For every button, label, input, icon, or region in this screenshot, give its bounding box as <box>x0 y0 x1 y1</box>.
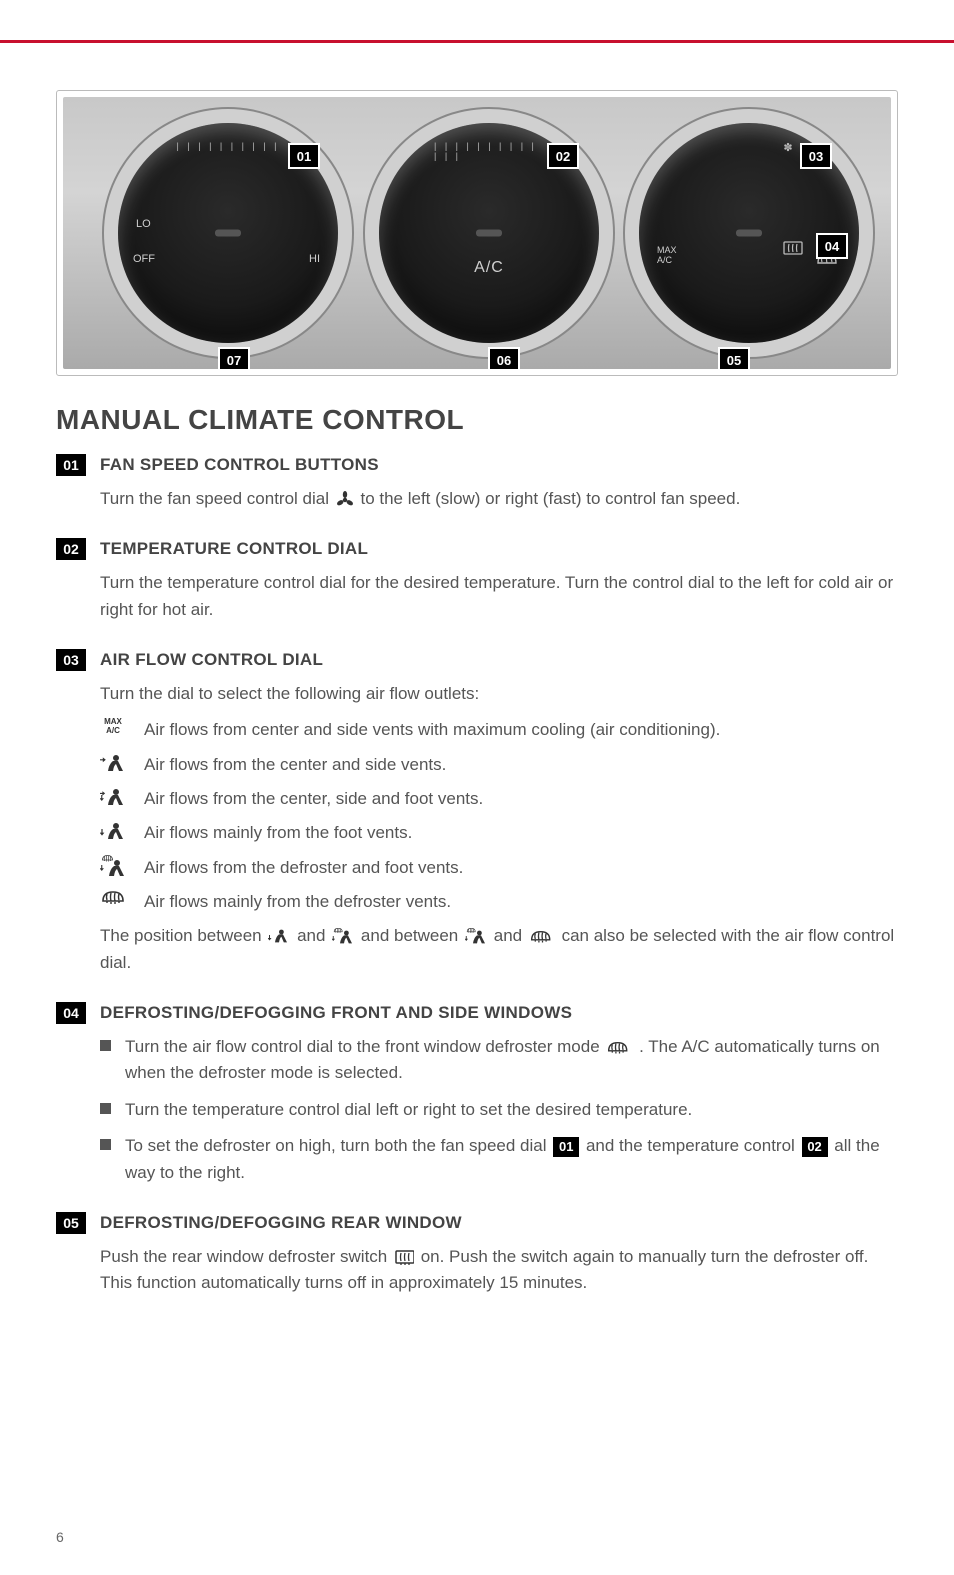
dial3-max: MAX A/C <box>657 245 677 265</box>
defrost-vent-icon <box>606 1040 632 1056</box>
section-02-title: TEMPERATURE CONTROL DIAL <box>100 539 368 559</box>
photo-callout-07: 07 <box>218 347 250 369</box>
face-vent-icon <box>100 752 126 772</box>
defrost-vent-icon <box>100 889 126 907</box>
hero-photo-frame: | | | | | | | | | | LO OFF HI | | | | | … <box>56 90 898 376</box>
section-04-title: DEFROSTING/DEFOGGING FRONT AND SIDE WIND… <box>100 1003 572 1023</box>
section-04-bullet-1: Turn the air flow control dial to the fr… <box>100 1034 898 1087</box>
section-05-num: 05 <box>56 1212 86 1234</box>
section-05: 05 DEFROSTING/DEFOGGING REAR WINDOW Push… <box>56 1212 898 1297</box>
photo-callout-01: 01 <box>288 143 320 169</box>
section-03-intro: Turn the dial to select the following ai… <box>100 681 898 707</box>
outlet-footdef: Air flows from the defroster and foot ve… <box>100 855 898 881</box>
fan-icon <box>336 491 354 509</box>
bullet-icon <box>100 1139 111 1150</box>
photo-callout-04: 04 <box>816 233 848 259</box>
inline-ref-02: 02 <box>802 1137 828 1157</box>
section-01-text: Turn the fan speed control dial to the l… <box>100 486 898 512</box>
bullet-icon <box>100 1040 111 1051</box>
rear-defrost-icon <box>394 1249 414 1265</box>
section-02-text: Turn the temperature control dial for th… <box>100 570 898 623</box>
outlet-def: Air flows mainly from the defroster vent… <box>100 889 898 915</box>
defrost-vent-icon <box>529 929 555 945</box>
section-01-num: 01 <box>56 454 86 476</box>
section-04-num: 04 <box>56 1002 86 1024</box>
photo-callout-05: 05 <box>718 347 750 369</box>
section-04: 04 DEFROSTING/DEFOGGING FRONT AND SIDE W… <box>56 1002 898 1186</box>
outlet-maxac: MAXA/C Air flows from center and side ve… <box>100 717 898 743</box>
dial1-off: OFF <box>133 253 155 265</box>
section-02: 02 TEMPERATURE CONTROL DIAL Turn the tem… <box>56 538 898 623</box>
footdef-vent-icon <box>332 928 354 946</box>
section-01-title: FAN SPEED CONTROL BUTTONS <box>100 455 379 475</box>
footdef-vent-icon <box>100 855 126 877</box>
photo-callout-06: 06 <box>488 347 520 369</box>
bilevel-vent-icon <box>100 786 126 808</box>
photo-callout-02: 02 <box>547 143 579 169</box>
outlet-bilevel: Air flows from the center, side and foot… <box>100 786 898 812</box>
maxac-icon: MAXA/C <box>100 717 126 735</box>
foot-vent-icon <box>100 820 126 842</box>
section-05-text: Push the rear window defroster switch on… <box>100 1244 898 1297</box>
top-accent-bar <box>0 40 954 43</box>
dial2-ac: A/C <box>474 259 504 277</box>
outlet-foot: Air flows mainly from the foot vents. <box>100 820 898 846</box>
section-05-title: DEFROSTING/DEFOGGING REAR WINDOW <box>100 1213 462 1233</box>
section-03-title: AIR FLOW CONTROL DIAL <box>100 650 323 670</box>
section-02-num: 02 <box>56 538 86 560</box>
foot-vent-icon <box>268 928 290 946</box>
page-title: MANUAL CLIMATE CONTROL <box>56 404 898 436</box>
section-04-bullet-2: Turn the temperature control dial left o… <box>100 1097 898 1123</box>
section-03: 03 AIR FLOW CONTROL DIAL Turn the dial t… <box>56 649 898 976</box>
footdef-vent-icon <box>465 928 487 946</box>
bullet-icon <box>100 1103 111 1114</box>
section-03-tail: The position between and and between and… <box>100 923 898 976</box>
climate-dials-photo: | | | | | | | | | | LO OFF HI | | | | | … <box>63 97 891 369</box>
section-03-num: 03 <box>56 649 86 671</box>
inline-ref-01: 01 <box>553 1137 579 1157</box>
photo-callout-03: 03 <box>800 143 832 169</box>
dial1-hi: HI <box>309 253 320 265</box>
dial1-lo: LO <box>136 218 151 230</box>
outlet-face: Air flows from the center and side vents… <box>100 752 898 778</box>
section-01: 01 FAN SPEED CONTROL BUTTONS Turn the fa… <box>56 454 898 512</box>
section-04-bullet-3: To set the defroster on high, turn both … <box>100 1133 898 1186</box>
page-number: 6 <box>56 1529 64 1545</box>
